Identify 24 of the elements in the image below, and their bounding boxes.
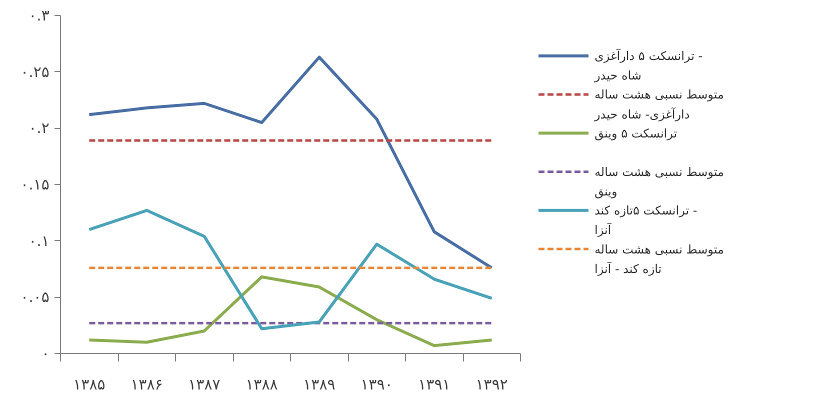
x-tick-label: ۱۳۸۵ xyxy=(73,376,106,394)
line-series xyxy=(88,208,494,330)
y-tick-label: ۰.۲۵ xyxy=(20,62,50,81)
y-tick-label: ۰.۱۵ xyxy=(20,176,50,194)
legend-label: ترانسکت ۵تازه کند - آنزا xyxy=(594,204,698,238)
legend-label: ترانسکت ۵ وینق xyxy=(594,126,678,140)
x-tick-label: ۱۳۸۹ xyxy=(303,376,336,394)
x-tick-label: ۱۳۸۷ xyxy=(188,376,220,394)
y-tick-label: ۰.۱ xyxy=(28,232,50,250)
legend-label: ترانسکت ۵ دارآغزی - شاه حیدر xyxy=(594,48,703,83)
legend-label: متوسط نسبی هشت ساله تازه کند - آنزا xyxy=(594,242,724,276)
x-tick-label: ۱۳۸۸ xyxy=(246,376,278,394)
line-series xyxy=(88,275,494,348)
x-tick-label: ۱۳۹۰ xyxy=(360,376,393,394)
y-tick-label: ۰ xyxy=(41,344,50,362)
x-tick-label: ۱۳۸۶ xyxy=(130,376,163,394)
y-tick-label: ۰.۲ xyxy=(28,119,50,138)
x-tick-label: ۱۳۹۲ xyxy=(476,376,508,394)
y-tick-label: ۰.۳ xyxy=(28,6,50,24)
line-series xyxy=(88,56,494,270)
legend-label: متوسط نسبی هشت ساله دارآغزی- شاه حیدر xyxy=(594,88,724,122)
x-tick-label: ۱۳۹۱ xyxy=(418,376,450,394)
y-tick-label: ۰.۰۵ xyxy=(20,288,50,306)
legend-label: متوسط نسبی هشت ساله وینق xyxy=(594,165,724,199)
